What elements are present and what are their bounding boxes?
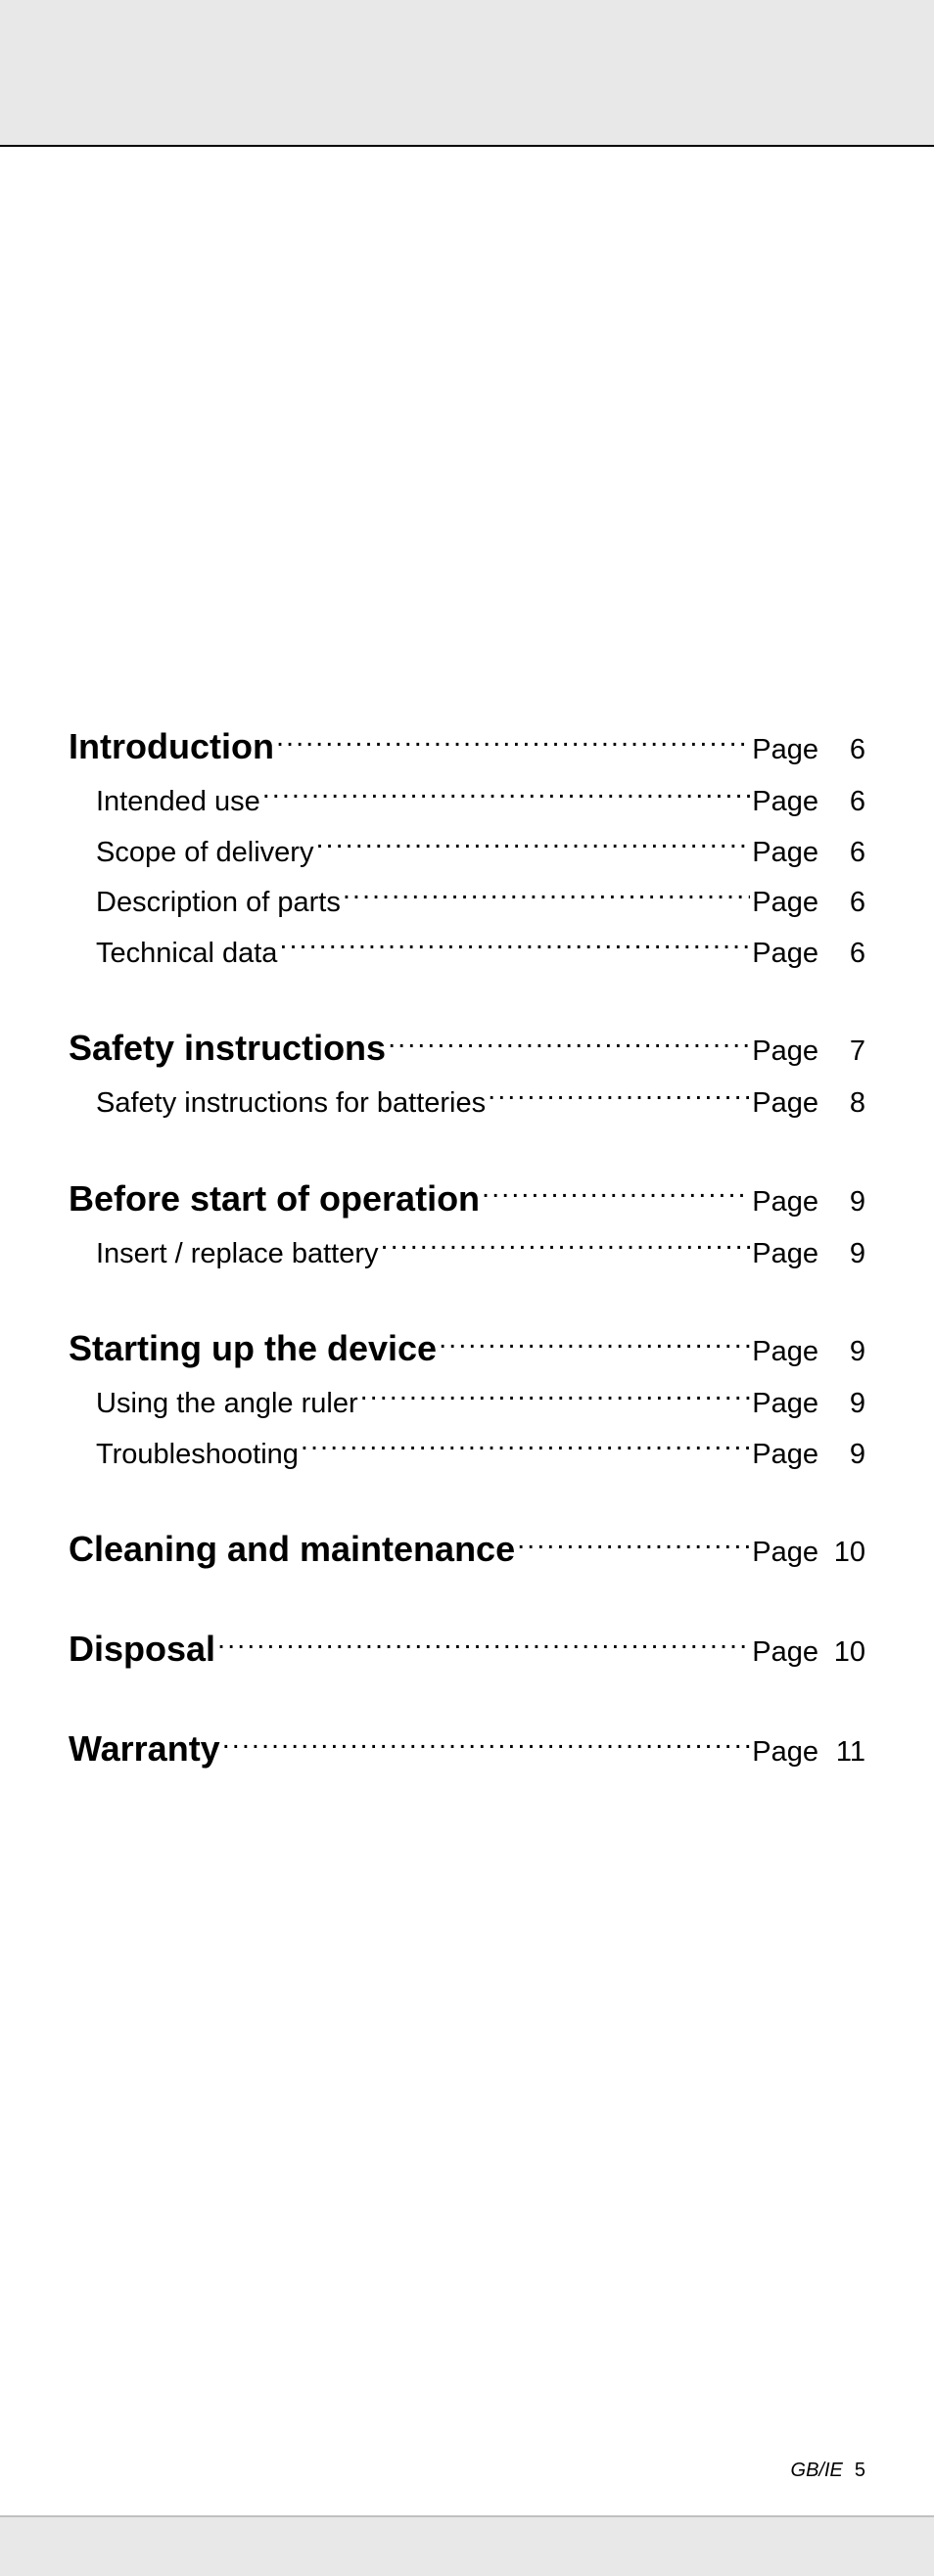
toc-page-label: Page [752, 1031, 818, 1074]
toc-page-number: 6 [818, 781, 865, 824]
toc-entry-title: Using the angle ruler [69, 1383, 358, 1426]
toc-heading-title: Warranty [69, 1723, 220, 1775]
toc-page-number: 8 [818, 1082, 865, 1126]
toc-leader [439, 1332, 750, 1360]
toc-page-label: Page [752, 1383, 818, 1426]
toc-heading-row: Starting up the device Page9 [69, 1322, 865, 1375]
toc-page-number: 7 [818, 1031, 865, 1074]
toc-heading-title: Starting up the device [69, 1322, 437, 1375]
top-margin-bar [0, 0, 934, 147]
toc-section: Starting up the devicePage9Using the ang… [69, 1322, 865, 1476]
toc-heading-row: Cleaning and maintenance Page10 [69, 1523, 865, 1576]
toc-leader [388, 1032, 750, 1060]
toc-heading-title: Cleaning and maintenance [69, 1523, 515, 1576]
toc-section: Disposal Page10 [69, 1623, 865, 1676]
toc-section: Before start of operationPage9Insert / r… [69, 1173, 865, 1276]
toc-entry-row: Intended use Page6 [69, 781, 865, 824]
toc-leader [360, 1384, 751, 1412]
toc-entry-row: Safety instructions for batteries Page8 [69, 1082, 865, 1126]
toc-page-label: Page [752, 1731, 818, 1774]
page-footer: GB/IE 5 [791, 2460, 865, 2482]
toc-heading-title: Disposal [69, 1623, 215, 1676]
toc-entry-title: Description of parts [69, 882, 341, 925]
toc-heading-row: Disposal Page10 [69, 1623, 865, 1676]
toc-entry-title: Technical data [69, 933, 277, 976]
toc-entry-row: Scope of delivery Page6 [69, 832, 865, 875]
toc-heading-row: Safety instructions Page7 [69, 1022, 865, 1075]
toc-page-number: 6 [818, 729, 865, 772]
toc-leader [301, 1435, 750, 1463]
toc-leader [222, 1732, 751, 1761]
toc-page-number: 9 [818, 1331, 865, 1374]
toc-entry-row: Description of parts Page6 [69, 882, 865, 925]
toc-page-label: Page [752, 1532, 818, 1575]
toc-leader [343, 883, 750, 911]
page-body: IntroductionPage6Intended usePage6Scope … [0, 147, 934, 2515]
toc-page-number: 10 [818, 1632, 865, 1675]
footer-page-number: 5 [855, 2460, 865, 2481]
toc-section: Safety instructionsPage7Safety instructi… [69, 1022, 865, 1126]
bottom-margin-bar [0, 2515, 934, 2576]
toc-entry-title: Insert / replace battery [69, 1233, 379, 1276]
table-of-contents: IntroductionPage6Intended usePage6Scope … [69, 720, 865, 1775]
toc-page-label: Page [752, 832, 818, 875]
footer-locale: GB/IE [791, 2460, 843, 2481]
toc-leader [517, 1533, 750, 1561]
toc-section: Warranty Page11 [69, 1723, 865, 1775]
toc-page-number: 9 [818, 1233, 865, 1276]
toc-leader [381, 1234, 751, 1263]
toc-entry-title: Troubleshooting [69, 1434, 299, 1477]
toc-section: IntroductionPage6Intended usePage6Scope … [69, 720, 865, 975]
toc-leader [276, 730, 750, 759]
toc-page-number: 6 [818, 882, 865, 925]
toc-page-label: Page [752, 1082, 818, 1126]
toc-page-label: Page [752, 1233, 818, 1276]
toc-page-label: Page [752, 1434, 818, 1477]
toc-entry-row: Troubleshooting Page9 [69, 1434, 865, 1477]
toc-page-number: 9 [818, 1434, 865, 1477]
toc-heading-title: Introduction [69, 720, 274, 773]
toc-section: Cleaning and maintenance Page10 [69, 1523, 865, 1576]
toc-entry-title: Scope of delivery [69, 832, 313, 875]
toc-page-label: Page [752, 781, 818, 824]
toc-page-label: Page [752, 933, 818, 976]
toc-leader [279, 934, 750, 962]
toc-page-number: 6 [818, 832, 865, 875]
toc-page-label: Page [752, 1181, 818, 1224]
toc-leader [488, 1083, 750, 1112]
toc-page-number: 9 [818, 1383, 865, 1426]
toc-page-number: 10 [818, 1532, 865, 1575]
toc-page-label: Page [752, 1632, 818, 1675]
toc-entry-title: Intended use [69, 781, 260, 824]
toc-leader [315, 833, 750, 861]
toc-page-label: Page [752, 882, 818, 925]
toc-entry-row: Technical data Page6 [69, 933, 865, 976]
toc-leader [262, 782, 751, 810]
toc-page-number: 6 [818, 933, 865, 976]
toc-page-label: Page [752, 1331, 818, 1374]
toc-heading-row: Before start of operation Page9 [69, 1173, 865, 1225]
toc-leader [482, 1182, 750, 1211]
toc-leader [217, 1633, 750, 1661]
toc-entry-row: Insert / replace battery Page9 [69, 1233, 865, 1276]
toc-heading-row: Introduction Page6 [69, 720, 865, 773]
toc-page-number: 11 [818, 1731, 865, 1774]
toc-heading-title: Safety instructions [69, 1022, 386, 1075]
toc-entry-row: Using the angle ruler Page9 [69, 1383, 865, 1426]
toc-page-label: Page [752, 729, 818, 772]
toc-heading-row: Warranty Page11 [69, 1723, 865, 1775]
toc-heading-title: Before start of operation [69, 1173, 480, 1225]
toc-entry-title: Safety instructions for batteries [69, 1082, 486, 1126]
toc-page-number: 9 [818, 1181, 865, 1224]
